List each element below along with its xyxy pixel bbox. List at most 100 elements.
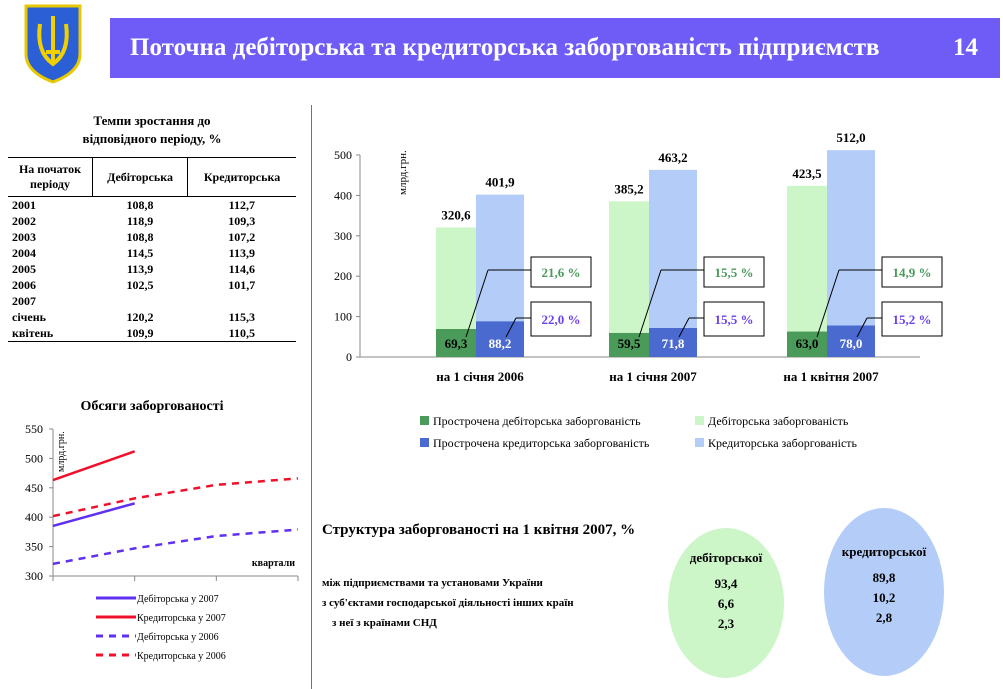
debit-value: 2,3 bbox=[717, 616, 735, 631]
table-cell: 2005 bbox=[12, 261, 36, 276]
table-cell: січень bbox=[12, 309, 47, 324]
callout-line bbox=[816, 269, 840, 338]
data-label: 423,5 bbox=[792, 166, 822, 181]
structure-title: Структура заборгованості на 1 квітня 200… bbox=[322, 522, 636, 538]
legend-label: Кредиторська у 2007 bbox=[137, 613, 226, 624]
legend-swatch bbox=[420, 416, 429, 425]
overdue-debit-bar bbox=[787, 331, 827, 357]
legend-label: Кредиторська у 2006 bbox=[137, 651, 226, 662]
callout-line bbox=[678, 317, 690, 338]
callout-box bbox=[881, 256, 943, 288]
callout-box bbox=[881, 301, 943, 337]
table-row: квітень 109,9 110,5 bbox=[8, 325, 296, 342]
x-tick-label: на 1 січня 2006 bbox=[436, 369, 524, 384]
legend-label: Кредиторська заборгованість bbox=[708, 436, 858, 450]
debit-share-label: 21,6 % bbox=[542, 265, 581, 280]
debit-value: 93,4 bbox=[714, 576, 738, 591]
growth-table: На початок періоду Дебіторська Кредиторс… bbox=[8, 157, 296, 342]
debit-bar bbox=[609, 201, 649, 357]
callout-line bbox=[505, 317, 517, 338]
table-title: Темпи зростання до відповідного періоду,… bbox=[82, 113, 222, 146]
data-label: 78,0 bbox=[840, 336, 863, 351]
overdue-credit-bar bbox=[827, 325, 875, 357]
callout-box bbox=[703, 256, 765, 288]
callout-line bbox=[465, 269, 489, 338]
table-cell: 108,8 bbox=[126, 229, 154, 244]
legend-swatch bbox=[695, 438, 704, 447]
series-line bbox=[52, 450, 136, 482]
col-header: На початок періоду bbox=[8, 157, 93, 197]
table-cell bbox=[188, 293, 296, 309]
table-cell: квітень bbox=[12, 325, 54, 340]
table-cell: 109,3 bbox=[228, 213, 256, 228]
table-cell: 2002 bbox=[12, 213, 36, 228]
structure-row: з неї з країнами СНД bbox=[332, 617, 437, 629]
y-axis-label: млрд.грн. bbox=[397, 150, 409, 195]
data-label: 512,0 bbox=[836, 130, 865, 145]
structure-row: між підприємствами та установами України bbox=[322, 577, 543, 589]
credit-value: 2,8 bbox=[875, 610, 893, 625]
data-label: 320,6 bbox=[441, 207, 471, 222]
debit-value: 6,6 bbox=[717, 596, 735, 611]
legend-label: Дебіторська заборгованість bbox=[708, 414, 849, 428]
table-cell: 115,3 bbox=[228, 309, 255, 324]
legend-label: Дебіторська у 2006 bbox=[137, 632, 219, 643]
data-label: 385,2 bbox=[614, 181, 643, 196]
divider bbox=[311, 105, 312, 689]
callout-line bbox=[856, 317, 868, 338]
table-cell: 118,9 bbox=[126, 213, 154, 228]
table-cell: 2004 bbox=[12, 245, 36, 260]
table-cell: 2003 bbox=[12, 229, 36, 244]
y-tick-label: 400 bbox=[334, 188, 352, 202]
y-tick-label: 350 bbox=[25, 540, 43, 554]
series-line bbox=[52, 528, 299, 566]
overdue-credit-bar bbox=[649, 327, 697, 357]
table-cell: 120,2 bbox=[126, 309, 154, 324]
legend-label: Дебіторська у 2007 bbox=[137, 594, 219, 605]
page-number: 14 bbox=[953, 34, 978, 61]
legend-swatch bbox=[420, 438, 429, 447]
table-row: 2004 114,5 113,9 bbox=[8, 245, 296, 261]
table-cell: 101,7 bbox=[228, 277, 256, 292]
table-row: січень 120,2 115,3 bbox=[8, 309, 296, 325]
y-tick-label: 500 bbox=[25, 451, 43, 465]
y-tick-label: 300 bbox=[334, 229, 352, 243]
table-row: 2006 102,5 101,7 bbox=[8, 277, 296, 293]
credit-value: 10,2 bbox=[872, 590, 896, 605]
page-title: Поточна дебіторська та кредиторська забо… bbox=[130, 34, 880, 61]
y-tick-label: 500 bbox=[334, 148, 352, 162]
overdue-debit-bar bbox=[609, 332, 649, 357]
table-cell: 102,5 bbox=[126, 277, 154, 292]
debit-share-label: 15,5 % bbox=[715, 265, 754, 280]
data-label: 63,0 bbox=[796, 336, 819, 351]
series-line bbox=[52, 477, 299, 518]
debit-label: дебіторської bbox=[689, 550, 763, 565]
data-label: 69,3 bbox=[445, 336, 468, 351]
credit-bar bbox=[827, 150, 875, 357]
table-cell: 114,6 bbox=[228, 261, 255, 276]
bar-chart: 0 100 200 300 400 500 млрд.грн. 320,6 401,9 69,3 8… bbox=[334, 130, 943, 450]
callout-box bbox=[530, 256, 592, 288]
legend-swatch bbox=[695, 416, 704, 425]
legend-label: Прострочена дебіторська заборгованість bbox=[433, 414, 641, 428]
y-tick-label: 400 bbox=[25, 510, 43, 524]
overdue-debit-bar bbox=[436, 329, 476, 357]
y-tick-label: 100 bbox=[334, 310, 352, 324]
credit-share-label: 22,0 % bbox=[542, 312, 581, 327]
page-header: Поточна дебіторська та кредиторська забо… bbox=[110, 18, 1000, 78]
table-cell: 109,9 bbox=[126, 325, 154, 340]
table-cell: 113,9 bbox=[126, 261, 154, 276]
callout-line bbox=[638, 269, 662, 338]
y-tick-label: 550 bbox=[25, 422, 43, 436]
table-cell: 2007 bbox=[12, 293, 36, 308]
debit-bar bbox=[787, 185, 827, 357]
callout-box bbox=[530, 301, 592, 337]
overdue-credit-bar bbox=[476, 321, 524, 357]
y-tick-label: 0 bbox=[346, 350, 352, 364]
table-cell: 108,8 bbox=[126, 197, 154, 212]
y-tick-label: 200 bbox=[334, 269, 352, 283]
table-cell bbox=[93, 293, 188, 309]
table-row: 2001 108,8 112,7 bbox=[8, 197, 296, 214]
x-tick-label: на 1 січня 2007 bbox=[609, 369, 697, 384]
credit-value: 89,8 bbox=[872, 570, 896, 585]
